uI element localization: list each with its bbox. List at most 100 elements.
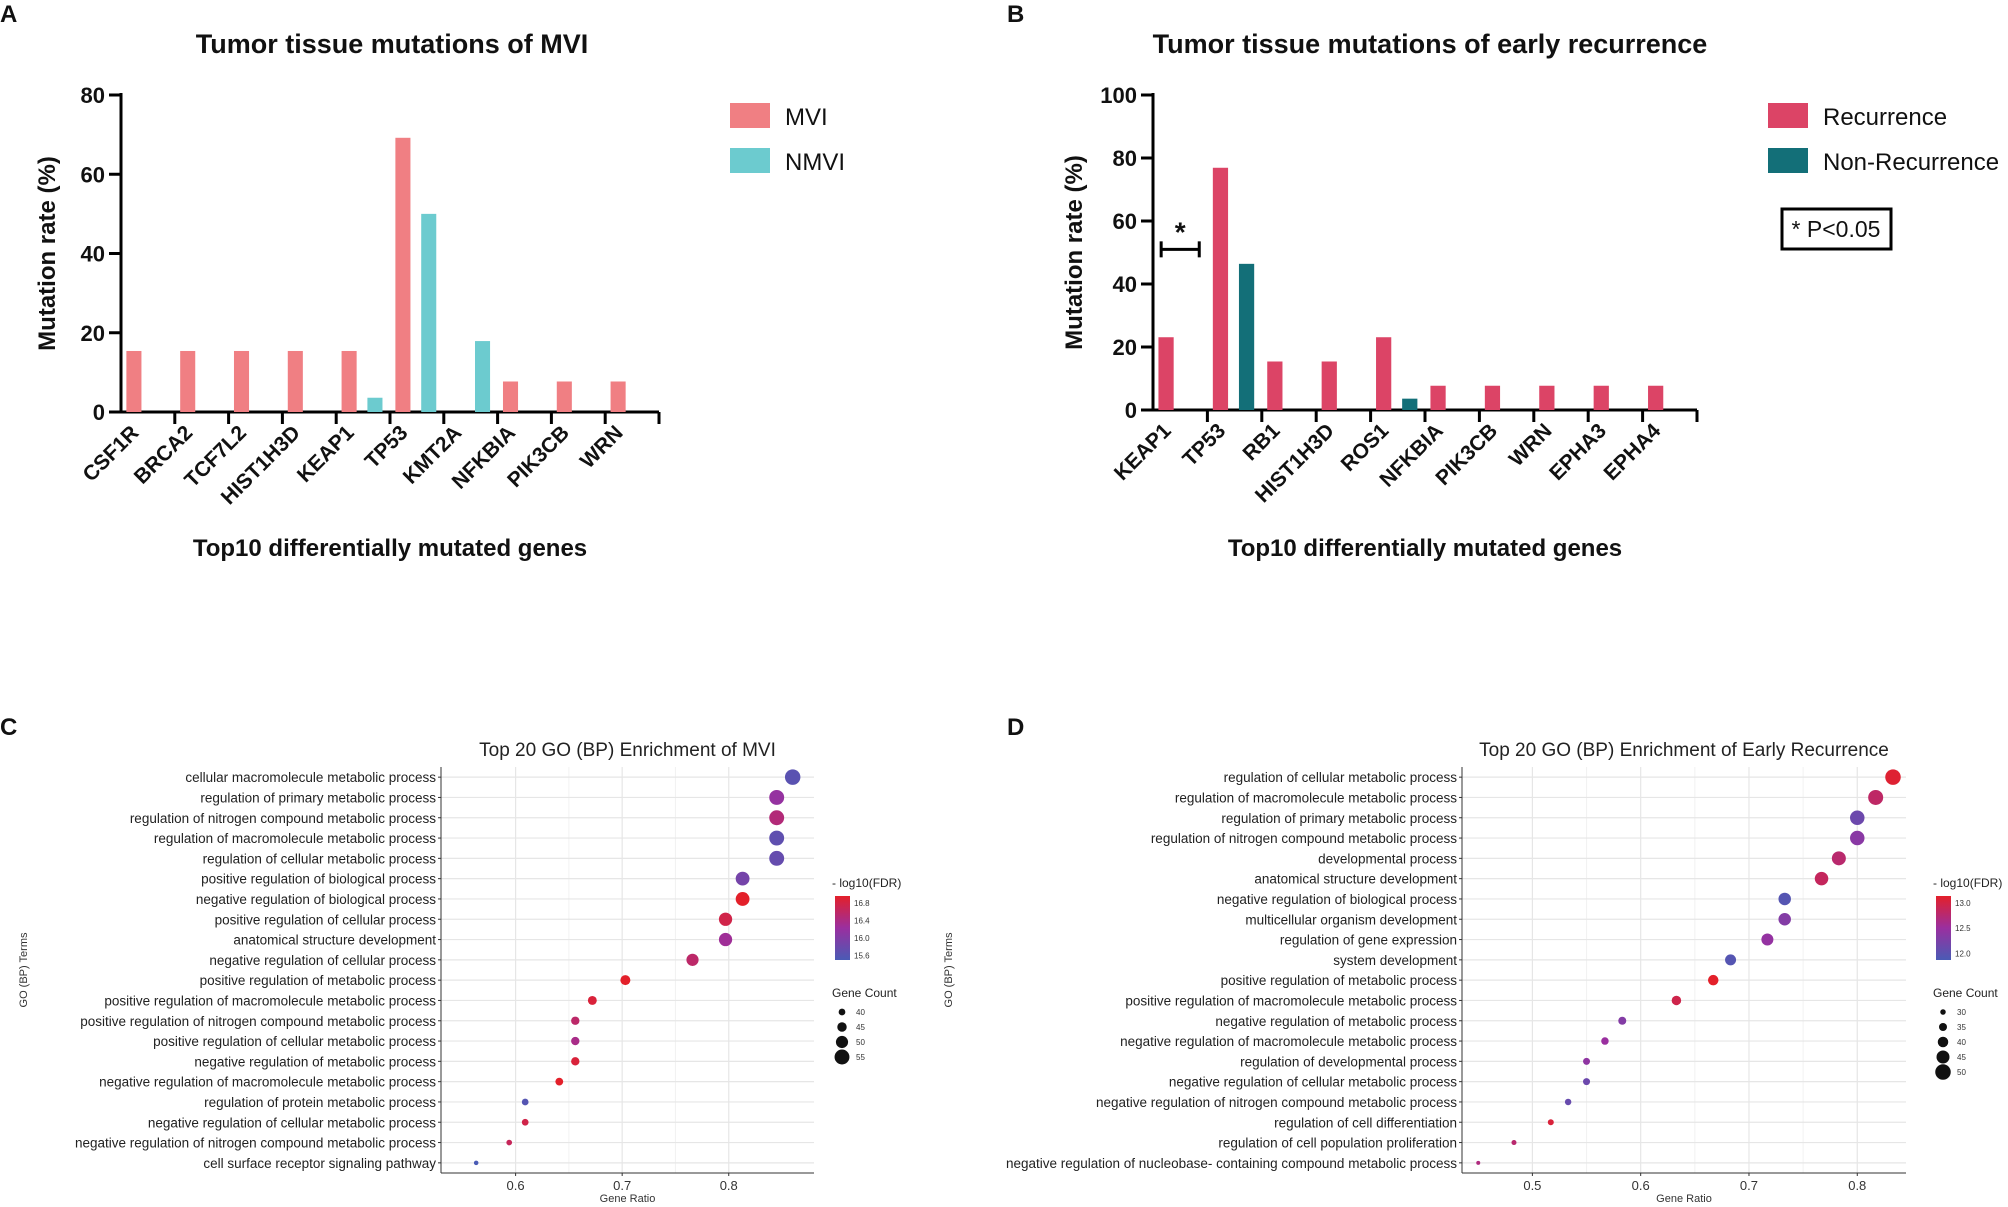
bar-recurrence-rb1	[1267, 361, 1283, 410]
term-label: positive regulation of metabolic process	[200, 973, 437, 988]
data-point	[1583, 1078, 1591, 1086]
y-axis-label: Mutation rate (%)	[1061, 155, 1088, 350]
term-label: regulation of nitrogen compound metaboli…	[130, 811, 436, 826]
size-legend-label: 55	[856, 1053, 865, 1062]
size-legend-dot	[1935, 1064, 1951, 1080]
bar-mvi-nfkbia	[502, 381, 519, 412]
bar-nmvi-kmt2a	[475, 341, 491, 412]
legend-label-1: Non-Recurrence	[1823, 149, 1999, 176]
term-label: positive regulation of macromolecule met…	[1125, 993, 1457, 1008]
term-label: negative regulation of macromolecule met…	[99, 1075, 436, 1090]
color-legend-tick: 16.4	[854, 917, 870, 926]
legend-swatch-0	[730, 103, 770, 128]
panel-label-c: C	[0, 714, 17, 741]
size-legend-title: Gene Count	[1933, 986, 1998, 1000]
x-tick-label: WRN	[1505, 419, 1557, 471]
data-point	[521, 1118, 529, 1126]
term-label: positive regulation of nitrogen compound…	[80, 1014, 436, 1029]
term-label: anatomical structure development	[1254, 872, 1457, 887]
x-axis-label: Gene Ratio	[600, 1193, 656, 1205]
size-legend-dot	[1939, 1023, 1947, 1031]
y-tick-label: 80	[81, 83, 105, 108]
legend-swatch-0	[1768, 103, 1808, 128]
data-point	[1778, 892, 1791, 906]
data-point	[571, 1057, 580, 1066]
bar-recurrence-epha3	[1593, 385, 1609, 410]
size-legend-label: 45	[856, 1023, 865, 1032]
bar-non-recurrence-tp53	[1238, 263, 1255, 410]
bar-mvi-pik3cb	[556, 381, 572, 412]
y-tick-label: 40	[81, 242, 105, 267]
legend-swatch-1	[730, 148, 770, 173]
color-legend-title: - log10(FDR)	[1933, 876, 2002, 890]
data-point	[1583, 1057, 1591, 1065]
size-legend-label: 45	[1957, 1053, 1966, 1062]
size-legend-label: 35	[1957, 1023, 1966, 1032]
data-point	[784, 769, 801, 785]
bar-nmvi-tp53	[421, 213, 437, 412]
term-label: multicellular organism development	[1245, 912, 1457, 927]
data-point	[1547, 1119, 1554, 1126]
data-point	[769, 830, 785, 846]
data-point	[1814, 871, 1829, 886]
size-legend-dot	[1937, 1036, 1949, 1048]
size-legend-label: 30	[1957, 1008, 1966, 1017]
term-label: negative regulation of metabolic process	[194, 1054, 436, 1069]
x-tick-label: 0.6	[507, 1178, 525, 1193]
data-point	[1725, 954, 1737, 966]
chart-title: Tumor tissue mutations of MVI	[196, 29, 589, 59]
term-label: negative regulation of nitrogen compound…	[75, 1136, 436, 1151]
size-legend-dot	[835, 1035, 849, 1049]
chart-title: Top 20 GO (BP) Enrichment of MVI	[479, 740, 776, 761]
data-point	[718, 932, 733, 947]
term-label: system development	[1333, 953, 1457, 968]
size-legend-label: 50	[856, 1038, 865, 1047]
size-legend-dot	[1940, 1009, 1946, 1015]
term-label: negative regulation of cellular process	[209, 953, 436, 968]
chart-title: Tumor tissue mutations of early recurren…	[1153, 29, 1708, 59]
legend-label-0: MVI	[785, 104, 828, 131]
x-tick-label: KEAP1	[293, 421, 359, 487]
color-legend-bar	[1936, 896, 1951, 960]
term-label: negative regulation of nucleobase- conta…	[1006, 1156, 1457, 1171]
data-point	[735, 871, 750, 886]
bar-recurrence-keap1	[1158, 337, 1174, 410]
term-label: regulation of cellular metabolic process	[1224, 770, 1458, 785]
legend-swatch-1	[1768, 148, 1808, 173]
size-legend-label: 40	[1957, 1038, 1966, 1047]
size-legend-dot	[837, 1022, 847, 1032]
term-label: negative regulation of biological proces…	[1217, 892, 1457, 907]
size-legend-dot	[834, 1049, 850, 1065]
data-point	[506, 1139, 513, 1146]
term-label: regulation of primary metabolic process	[1221, 811, 1457, 826]
bar-mvi-wrn	[610, 381, 626, 412]
bar-recurrence-wrn	[1539, 385, 1555, 410]
y-tick-label: 60	[1113, 209, 1137, 234]
term-label: regulation of gene expression	[1280, 933, 1457, 948]
legend-label-0: Recurrence	[1823, 104, 1947, 131]
x-tick-label: 0.8	[720, 1178, 738, 1193]
data-point	[571, 1016, 580, 1025]
data-point	[1778, 913, 1791, 926]
data-point	[1868, 789, 1884, 805]
data-point	[1850, 830, 1865, 846]
size-legend-dot	[1936, 1050, 1950, 1064]
x-tick-label: 0.8	[1848, 1178, 1866, 1193]
y-tick-label: 0	[1125, 398, 1137, 423]
term-label: developmental process	[1318, 851, 1457, 866]
y-tick-label: 60	[81, 162, 105, 187]
bar-recurrence-ros1	[1376, 337, 1392, 410]
x-tick-label: 0.5	[1523, 1178, 1541, 1193]
data-point	[1831, 851, 1846, 866]
data-point	[1707, 974, 1719, 986]
x-tick-label: KEAP1	[1110, 419, 1176, 485]
bar-mvi-keap1	[341, 350, 357, 412]
bar-chart-[object Object]: Tumor tissue mutations of MVI 0 20 40 60 80 Mu…	[34, 29, 845, 562]
x-tick-label: EPHA4	[1600, 419, 1666, 485]
term-label: regulation of cell population proliferat…	[1218, 1136, 1457, 1151]
size-legend-title: Gene Count	[832, 986, 897, 1000]
color-legend-title: - log10(FDR)	[832, 876, 901, 890]
y-tick-label: 20	[81, 321, 105, 346]
data-point	[1671, 995, 1682, 1006]
